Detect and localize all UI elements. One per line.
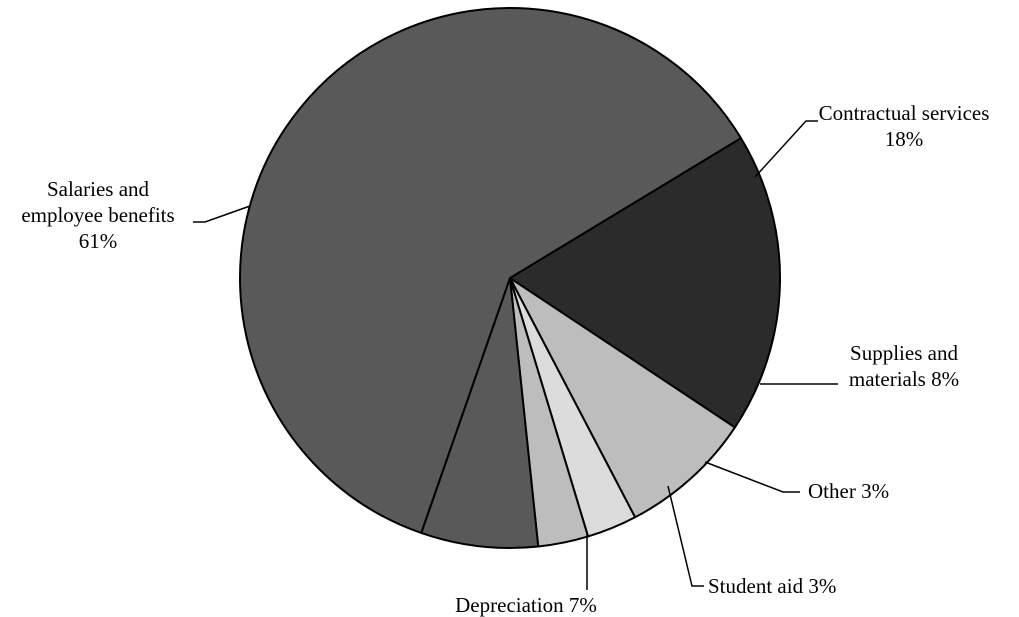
slice-label-depreciation: Depreciation 7% — [455, 593, 597, 617]
slice-label-line: materials 8% — [849, 367, 959, 391]
leader-lines — [193, 120, 838, 590]
slice-label-supplies-and-materials: Supplies and materials 8% — [849, 341, 959, 391]
slice-label-line: employee benefits — [21, 203, 174, 227]
slice-label-line: Student aid 3% — [708, 574, 836, 598]
pie-slice-supplies-and-materials — [509, 277, 736, 519]
slice-label-student-aid: Student aid 3% — [708, 574, 836, 598]
pie-slice-depreciation — [420, 277, 540, 549]
slice-labels: Contractual services 18% Supplies and mater… — [21, 101, 989, 617]
leader-line-other — [704, 461, 800, 493]
pie-slices — [239, 7, 782, 549]
slice-label-contractual-services: Contractual services 18% — [819, 101, 990, 151]
leader-line-salaries-and-employee-benefits — [193, 205, 251, 223]
slice-label-line: Contractual services — [819, 101, 990, 125]
pie-slice-contractual-services — [509, 137, 782, 429]
slice-label-other: Other 3% — [808, 479, 889, 503]
slice-label-line: Salaries and — [47, 177, 150, 201]
slice-label-line: 61% — [79, 229, 118, 253]
slice-label-line: 18% — [885, 127, 924, 151]
leader-line-student-aid — [667, 485, 704, 587]
leader-line-contractual-services — [754, 120, 818, 178]
slice-label-line: Depreciation 7% — [455, 593, 597, 617]
slice-label-line: Supplies and — [850, 341, 958, 365]
pie-slice-salaries-and-employee-benefits — [239, 7, 742, 534]
slice-label-line: Other 3% — [808, 479, 889, 503]
slice-label-salaries-and-employee-benefits: Salaries and employee benefits 61% — [21, 177, 174, 253]
